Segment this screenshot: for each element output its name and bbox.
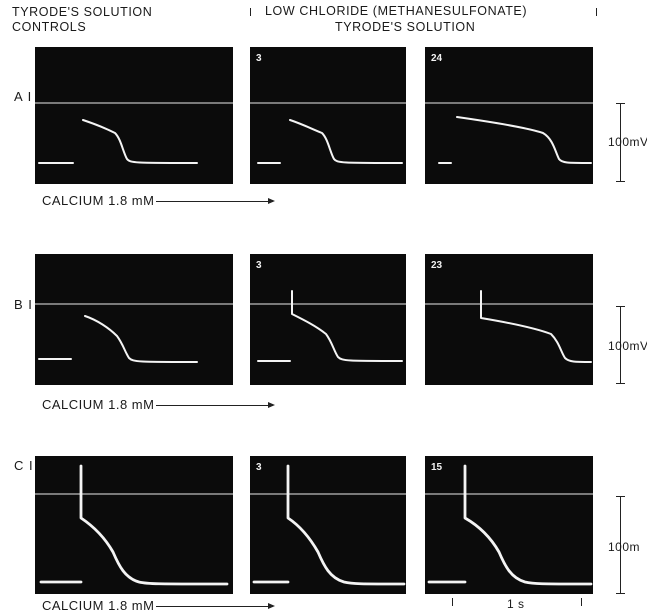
row-label-a: A I — [14, 89, 33, 104]
calcium-label-c: CALCIUM 1.8 mM — [42, 598, 155, 613]
voltage-scale-label-b: 100mV — [608, 339, 647, 353]
panel-number: 24 — [431, 53, 443, 64]
row-label-c: C I — [14, 458, 34, 473]
trace-panel-a-control — [35, 47, 233, 184]
trace-panel-b-23: 23 — [425, 254, 593, 385]
panel-number: 3 — [256, 260, 262, 271]
trace-panel-c-control — [35, 456, 233, 594]
voltage-scale-bar-b — [616, 306, 625, 384]
calcium-arrow-a — [156, 198, 275, 204]
header-left-line1: TYRODE'S SOLUTION — [12, 5, 153, 19]
header-right-line1: LOW CHLORIDE (METHANESULFONATE) — [262, 5, 531, 18]
time-scale-label: 1 s — [505, 597, 527, 611]
time-scale-bar — [452, 598, 582, 606]
panel-number: 3 — [256, 462, 262, 473]
trace-panel-b-control — [35, 254, 233, 385]
calcium-arrow-c — [156, 603, 275, 609]
trace-panel-c-15: 15 — [425, 456, 593, 594]
calcium-arrow-b — [156, 402, 275, 408]
row-label-b: B I — [14, 297, 33, 312]
voltage-scale-bar-c — [616, 496, 625, 594]
trace-panel-a-3: 3 — [250, 47, 406, 184]
trace-panel-b-3: 3 — [250, 254, 406, 385]
panel-number: 3 — [256, 53, 262, 64]
header-bracket — [250, 8, 597, 16]
trace-panel-a-24: 24 — [425, 47, 593, 184]
header-left-line2: CONTROLS — [12, 20, 87, 34]
voltage-scale-bar-a — [616, 103, 625, 182]
voltage-scale-label-c: 100m — [608, 540, 641, 554]
calcium-label-a: CALCIUM 1.8 mM — [42, 193, 155, 208]
panel-number: 23 — [431, 260, 443, 271]
voltage-scale-label-a: 100mV — [608, 135, 647, 149]
header-right-line2: TYRODE'S SOLUTION — [335, 20, 476, 34]
calcium-label-b: CALCIUM 1.8 mM — [42, 397, 155, 412]
panel-number: 15 — [431, 462, 443, 473]
trace-panel-c-3: 3 — [250, 456, 406, 594]
